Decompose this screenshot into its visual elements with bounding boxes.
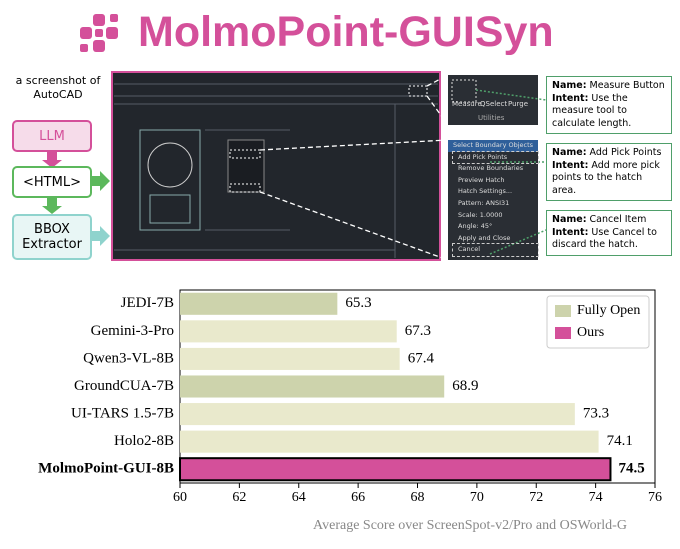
bar bbox=[180, 320, 397, 343]
y-tick-label: MolmoPoint-GUI-8B bbox=[38, 461, 174, 477]
legend-swatch bbox=[555, 327, 571, 339]
bar bbox=[180, 292, 338, 315]
name: Measure Button bbox=[589, 80, 665, 91]
bar bbox=[180, 430, 599, 453]
name: Add Pick Points bbox=[589, 147, 662, 158]
intent: Use the measure tool to calculate length… bbox=[552, 92, 632, 129]
highlight bbox=[229, 149, 261, 159]
y-tick-label: Qwen3-VL-8B bbox=[83, 350, 174, 366]
step-box: BBOX Extractor bbox=[12, 214, 92, 260]
label: Intent: bbox=[552, 92, 589, 104]
value-label: 74.5 bbox=[618, 461, 644, 477]
menu-item: Hatch Settings... bbox=[458, 187, 513, 196]
menu-item: Remove Boundaries bbox=[458, 164, 524, 173]
toolbar-item: Measure bbox=[452, 100, 482, 108]
y-tick-label: Gemini-3-Pro bbox=[91, 323, 174, 339]
intent: Use Cancel to discard the hatch. bbox=[552, 226, 657, 251]
value-label: 74.1 bbox=[607, 433, 633, 449]
legend-label: Fully Open bbox=[577, 303, 640, 318]
label: Name: bbox=[552, 80, 587, 91]
y-tick-label: UI-TARS 1.5-7B bbox=[71, 406, 174, 422]
title: MolmoPoint-GUISyn bbox=[138, 8, 554, 56]
step-box: <HTML> bbox=[12, 166, 92, 198]
x-tick-label: 76 bbox=[648, 490, 662, 505]
zoom-lines bbox=[259, 74, 449, 261]
x-tick-label: 60 bbox=[173, 490, 187, 505]
x-tick-label: 70 bbox=[470, 490, 484, 505]
bar bbox=[180, 375, 445, 398]
toolbar-item: Purge bbox=[508, 100, 529, 108]
x-tick-label: 74 bbox=[589, 490, 603, 505]
step-box: LLM bbox=[12, 120, 92, 152]
screenshot-detail bbox=[114, 83, 438, 258]
x-tick-label: 64 bbox=[292, 490, 306, 505]
menu-item: Add Pick Points bbox=[452, 150, 539, 165]
intent: Add more pick points to the hatch area. bbox=[552, 159, 660, 196]
value-label: 67.3 bbox=[405, 323, 431, 339]
label: Name: bbox=[552, 147, 587, 158]
x-tick-label: 72 bbox=[529, 490, 543, 505]
x-axis-label: Average Score over ScreenSpot-v2/Pro and… bbox=[313, 518, 627, 533]
bar bbox=[180, 403, 575, 426]
highlight bbox=[229, 183, 261, 193]
annotation: Name: Add Pick Points Intent: Add more pi… bbox=[546, 143, 672, 201]
menu-crop bbox=[448, 140, 538, 260]
menu-item: Cancel bbox=[452, 243, 539, 257]
toolbar-crop bbox=[448, 75, 538, 125]
menu-item: Scale: 1.0000 bbox=[458, 210, 503, 219]
value-label: 65.3 bbox=[345, 295, 371, 311]
menu-item: Apply and Close bbox=[458, 233, 511, 242]
logo bbox=[80, 14, 118, 52]
label: Intent: bbox=[552, 159, 589, 171]
annotation: Name: Cancel Item Intent: Use Cancel to d… bbox=[546, 210, 672, 256]
highlight bbox=[451, 79, 477, 103]
source-label: a screenshot of AutoCAD bbox=[15, 74, 101, 101]
diagram bbox=[42, 14, 547, 261]
menu-title: Select Boundary Objects bbox=[448, 140, 538, 152]
bar bbox=[179, 457, 612, 482]
legend-label: Ours bbox=[577, 325, 604, 340]
value-label: 73.3 bbox=[583, 406, 609, 422]
menu: Select Boundary Objects Add Pick Points R… bbox=[448, 140, 539, 257]
pointer-lines bbox=[475, 89, 547, 255]
y-tick-label: GroundCUA-7B bbox=[74, 378, 174, 394]
toolbar-item: QSelect bbox=[480, 100, 508, 108]
menu-item: Pattern: ANSI31 bbox=[458, 198, 510, 207]
screenshot bbox=[111, 71, 441, 261]
highlight bbox=[408, 85, 428, 97]
toolbar-panel: Utilities bbox=[478, 114, 505, 122]
legend-box bbox=[546, 295, 650, 349]
legend-swatch bbox=[555, 305, 571, 317]
menu-items: Add Pick Points Remove Boundaries Preview … bbox=[448, 150, 539, 257]
name: Cancel Item bbox=[589, 214, 647, 225]
value-label: 67.4 bbox=[408, 350, 435, 366]
label: Intent: bbox=[552, 226, 589, 238]
menu-item: Preview Hatch bbox=[458, 175, 505, 184]
bar bbox=[180, 347, 400, 370]
x-tick-label: 62 bbox=[232, 490, 246, 505]
x-tick-label: 68 bbox=[411, 490, 425, 505]
y-tick-label: Holo2-8B bbox=[114, 433, 174, 449]
annotation: Name: Measure Button Intent: Use the meas… bbox=[546, 76, 672, 134]
chart: Average Score over ScreenSpot-v2/Pro and… bbox=[38, 289, 662, 533]
value-label: 68.9 bbox=[452, 378, 478, 394]
y-tick-label: JEDI-7B bbox=[121, 295, 174, 311]
flow-arrows bbox=[42, 152, 110, 246]
x-tick-label: 66 bbox=[351, 490, 365, 505]
menu-item: Angle: 45° bbox=[458, 222, 493, 231]
label: Name: bbox=[552, 214, 587, 225]
